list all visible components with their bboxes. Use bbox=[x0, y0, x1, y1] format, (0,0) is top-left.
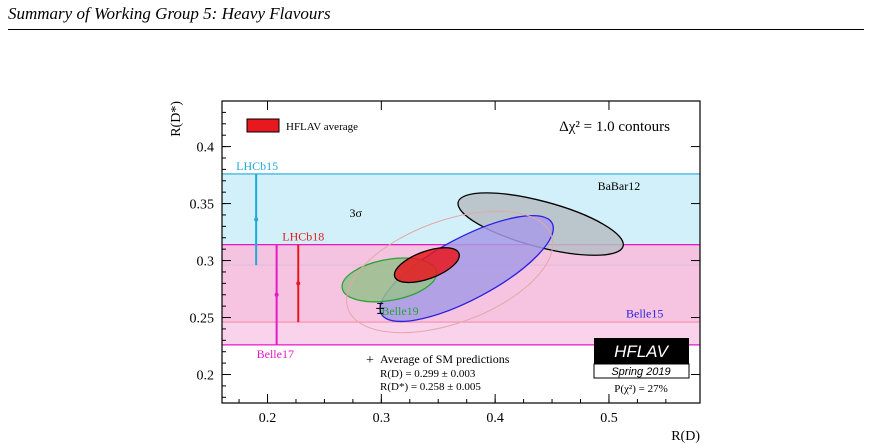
badge-title: HFLAV bbox=[614, 342, 670, 361]
ellipse-3sigma-group bbox=[346, 210, 554, 334]
sm-cross-glyph: + bbox=[366, 353, 374, 368]
band-label-belle17: Belle17 bbox=[257, 347, 294, 361]
point-belle17 bbox=[274, 292, 279, 297]
ellipse-label-3sigma: 3σ bbox=[349, 206, 362, 220]
legend: HFLAV average bbox=[246, 118, 358, 133]
x-tick-label-0-5: 0.5 bbox=[600, 411, 618, 426]
point-lhcb18 bbox=[296, 281, 301, 286]
badge-edition: Spring 2019 bbox=[611, 366, 670, 378]
sm-text-title: Average of SM predictions bbox=[380, 352, 510, 366]
legend-label: HFLAV average bbox=[286, 121, 358, 133]
running-header: Summary of Working Group 5: Heavy Flavou… bbox=[8, 4, 331, 23]
band-label-lhcb18: LHCb18 bbox=[282, 230, 324, 244]
plot-frame bbox=[221, 100, 701, 404]
sm-text-rdstar: R(D*) = 0.258 ± 0.005 bbox=[380, 381, 481, 393]
ellipse-label-belle15: Belle15 bbox=[626, 307, 663, 321]
y-tick-label-0-4: 0.4 bbox=[197, 141, 215, 156]
y-tick-label-0-25: 0.25 bbox=[190, 312, 215, 327]
sm-text-rd: R(D) = 0.299 ± 0.003 bbox=[380, 368, 476, 380]
x-tick-label-0-3: 0.3 bbox=[373, 411, 391, 426]
point-lhcb15 bbox=[254, 217, 259, 222]
ellipse-hflav-average-group bbox=[393, 247, 460, 284]
badge-edition-box bbox=[593, 363, 690, 379]
hflav-badge: HFLAV Spring 2019 bbox=[593, 338, 690, 379]
ellipse-label-babar12: BaBar12 bbox=[598, 179, 641, 193]
header-rule bbox=[8, 29, 864, 30]
x-axis-label: R(D) bbox=[671, 429, 700, 444]
y-tick-label-0-3: 0.3 bbox=[197, 255, 215, 270]
y-tick-label-0-2: 0.2 bbox=[197, 369, 215, 384]
y-tick-label-0-35: 0.35 bbox=[190, 198, 215, 213]
ellipse-belle15-group bbox=[379, 214, 554, 323]
ellipse-hflav-average bbox=[393, 247, 460, 284]
badge-dark-block bbox=[594, 338, 689, 364]
ellipse-belle15 bbox=[379, 214, 554, 323]
x-tick-label-0-2: 0.2 bbox=[259, 411, 277, 426]
contour-note: Δχ² = 1.0 contours bbox=[559, 119, 670, 135]
y-axis-label: R(D*) bbox=[169, 101, 184, 137]
band-label-lhcb15: LHCb15 bbox=[236, 159, 278, 173]
sm-average-text: + Average of SM predictions R(D) = 0.299… bbox=[366, 352, 510, 393]
probability-text: P(χ²) = 27% bbox=[614, 383, 668, 395]
x-tick-label-0-4: 0.4 bbox=[486, 411, 504, 426]
ellipse-label-belle19: Belle19 bbox=[381, 304, 418, 318]
ellipse-3sigma bbox=[346, 210, 554, 334]
legend-swatch bbox=[246, 118, 280, 133]
